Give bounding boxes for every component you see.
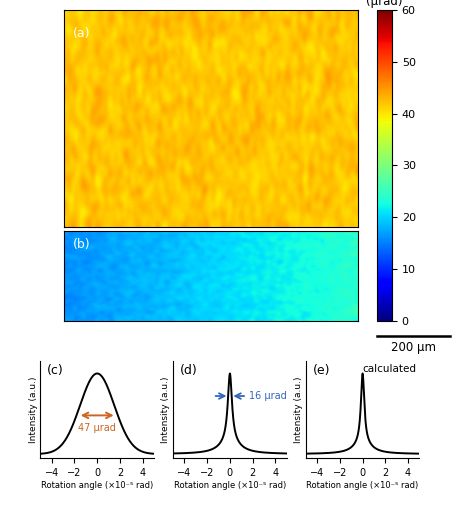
Title: (μrad): (μrad) bbox=[366, 0, 403, 8]
Y-axis label: Intensity (a.u.): Intensity (a.u.) bbox=[294, 377, 303, 443]
Text: 200 μm: 200 μm bbox=[392, 341, 436, 354]
Text: (c): (c) bbox=[47, 364, 64, 377]
Text: (b): (b) bbox=[73, 238, 91, 251]
Text: 16 μrad: 16 μrad bbox=[249, 391, 287, 401]
Text: 47 μrad: 47 μrad bbox=[78, 423, 116, 434]
Y-axis label: Intensity (a.u.): Intensity (a.u.) bbox=[28, 377, 37, 443]
Text: calculated: calculated bbox=[362, 364, 416, 374]
Text: (e): (e) bbox=[312, 364, 330, 377]
Text: (a): (a) bbox=[73, 27, 91, 41]
Text: (d): (d) bbox=[180, 364, 198, 377]
X-axis label: Rotation angle (×10⁻⁵ rad): Rotation angle (×10⁻⁵ rad) bbox=[307, 480, 419, 490]
X-axis label: Rotation angle (×10⁻⁵ rad): Rotation angle (×10⁻⁵ rad) bbox=[41, 480, 153, 490]
X-axis label: Rotation angle (×10⁻⁵ rad): Rotation angle (×10⁻⁵ rad) bbox=[174, 480, 286, 490]
Y-axis label: Intensity (a.u.): Intensity (a.u.) bbox=[161, 377, 170, 443]
